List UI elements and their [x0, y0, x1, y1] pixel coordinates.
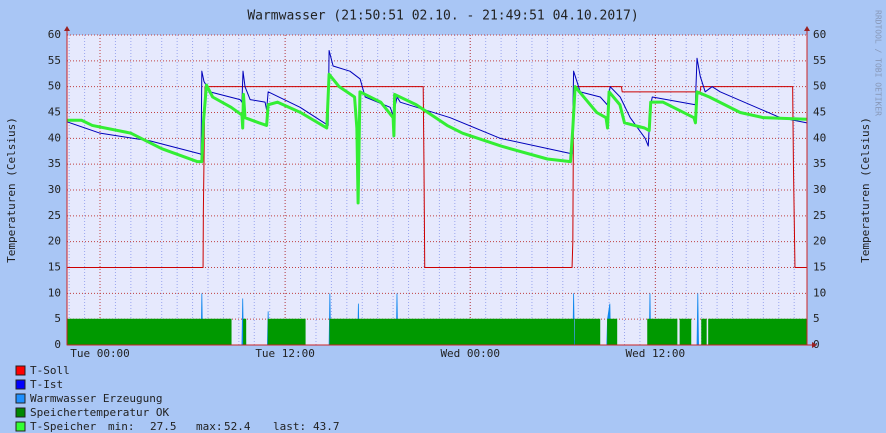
y-axis-label: Temperaturen (Celsius) — [5, 117, 18, 263]
y2-tick-label: 0 — [813, 338, 820, 351]
legend-swatch — [15, 393, 26, 404]
legend-label: T-Soll — [30, 364, 70, 377]
legend-stat-value: 52.4 — [224, 420, 251, 433]
axes — [64, 26, 817, 348]
y2-tick-label: 40 — [813, 131, 826, 144]
legend-stat-value: 27.5 — [150, 420, 177, 433]
legend-name: Warmwasser Erzeugung — [30, 392, 162, 405]
legend-stat-value: 43.7 — [313, 420, 340, 433]
y2-tick-label: 45 — [813, 106, 826, 119]
legend-swatch — [15, 365, 26, 376]
y-tick-label: 15 — [48, 261, 61, 274]
y-arrow — [64, 26, 70, 31]
y-tick-label: 30 — [48, 183, 61, 196]
data — [66, 50, 808, 346]
y-tick-label: 20 — [48, 235, 61, 248]
series-line — [67, 72, 808, 205]
legend-swatch — [15, 421, 26, 432]
x-arrow — [812, 342, 817, 348]
legend-stat-label: min: — [108, 420, 135, 433]
y-tick-label: 10 — [48, 286, 61, 299]
legend-swatch — [15, 379, 26, 390]
y-tick-label: 50 — [48, 80, 61, 93]
legend-name: T-Ist — [30, 378, 63, 391]
x-tick-label: Wed 12:00 — [626, 347, 686, 360]
legend-swatch — [15, 407, 26, 418]
y2-tick-label: 25 — [813, 209, 826, 222]
y2-tick-label: 30 — [813, 183, 826, 196]
x-tick-label: Tue 00:00 — [70, 347, 130, 360]
legend-name: T-Soll — [30, 364, 70, 377]
y-tick-label: 40 — [48, 131, 61, 144]
chart-title: Warmwasser (21:50:51 02.10. - 21:49:51 0… — [247, 9, 638, 24]
y-tick-label: 45 — [48, 106, 61, 119]
y2-tick-label: 5 — [813, 312, 820, 325]
watermark: RRDTOOL / TOBI OETIKER — [874, 10, 883, 116]
x-tick-label: Tue 12:00 — [255, 347, 315, 360]
y2-axis-label: Temperaturen (Celsius) — [859, 117, 872, 263]
x-tick-label: Wed 00:00 — [440, 347, 500, 360]
y-tick-label: 5 — [54, 312, 61, 325]
y2-tick-label: 55 — [813, 54, 826, 67]
legend-name: T-Speicher — [30, 420, 97, 433]
y-tick-label: 0 — [54, 338, 61, 351]
legend-label: Speichertemperatur OK — [30, 406, 169, 419]
legend-label: T-Speicher min: 27.5 max: 52.4 last: 43.7 — [30, 420, 340, 433]
y-tick-label: 60 — [48, 28, 61, 41]
y2-tick-label: 15 — [813, 261, 826, 274]
y2-tick-label: 60 — [813, 28, 826, 41]
y-tick-label: 55 — [48, 54, 61, 67]
legend-stat-label: last: — [273, 420, 306, 433]
legend-stat-label: max: — [196, 420, 223, 433]
legend-label: T-Ist — [30, 378, 63, 391]
y2-arrow — [804, 26, 810, 31]
y2-tick-label: 35 — [813, 157, 826, 170]
y2-tick-label: 10 — [813, 286, 826, 299]
legend-label: Warmwasser Erzeugung — [30, 392, 162, 405]
y2-tick-label: 50 — [813, 80, 826, 93]
y2-tick-label: 20 — [813, 235, 826, 248]
y-tick-label: 35 — [48, 157, 61, 170]
y-tick-label: 25 — [48, 209, 61, 222]
legend-name: Speichertemperatur OK — [30, 406, 169, 419]
